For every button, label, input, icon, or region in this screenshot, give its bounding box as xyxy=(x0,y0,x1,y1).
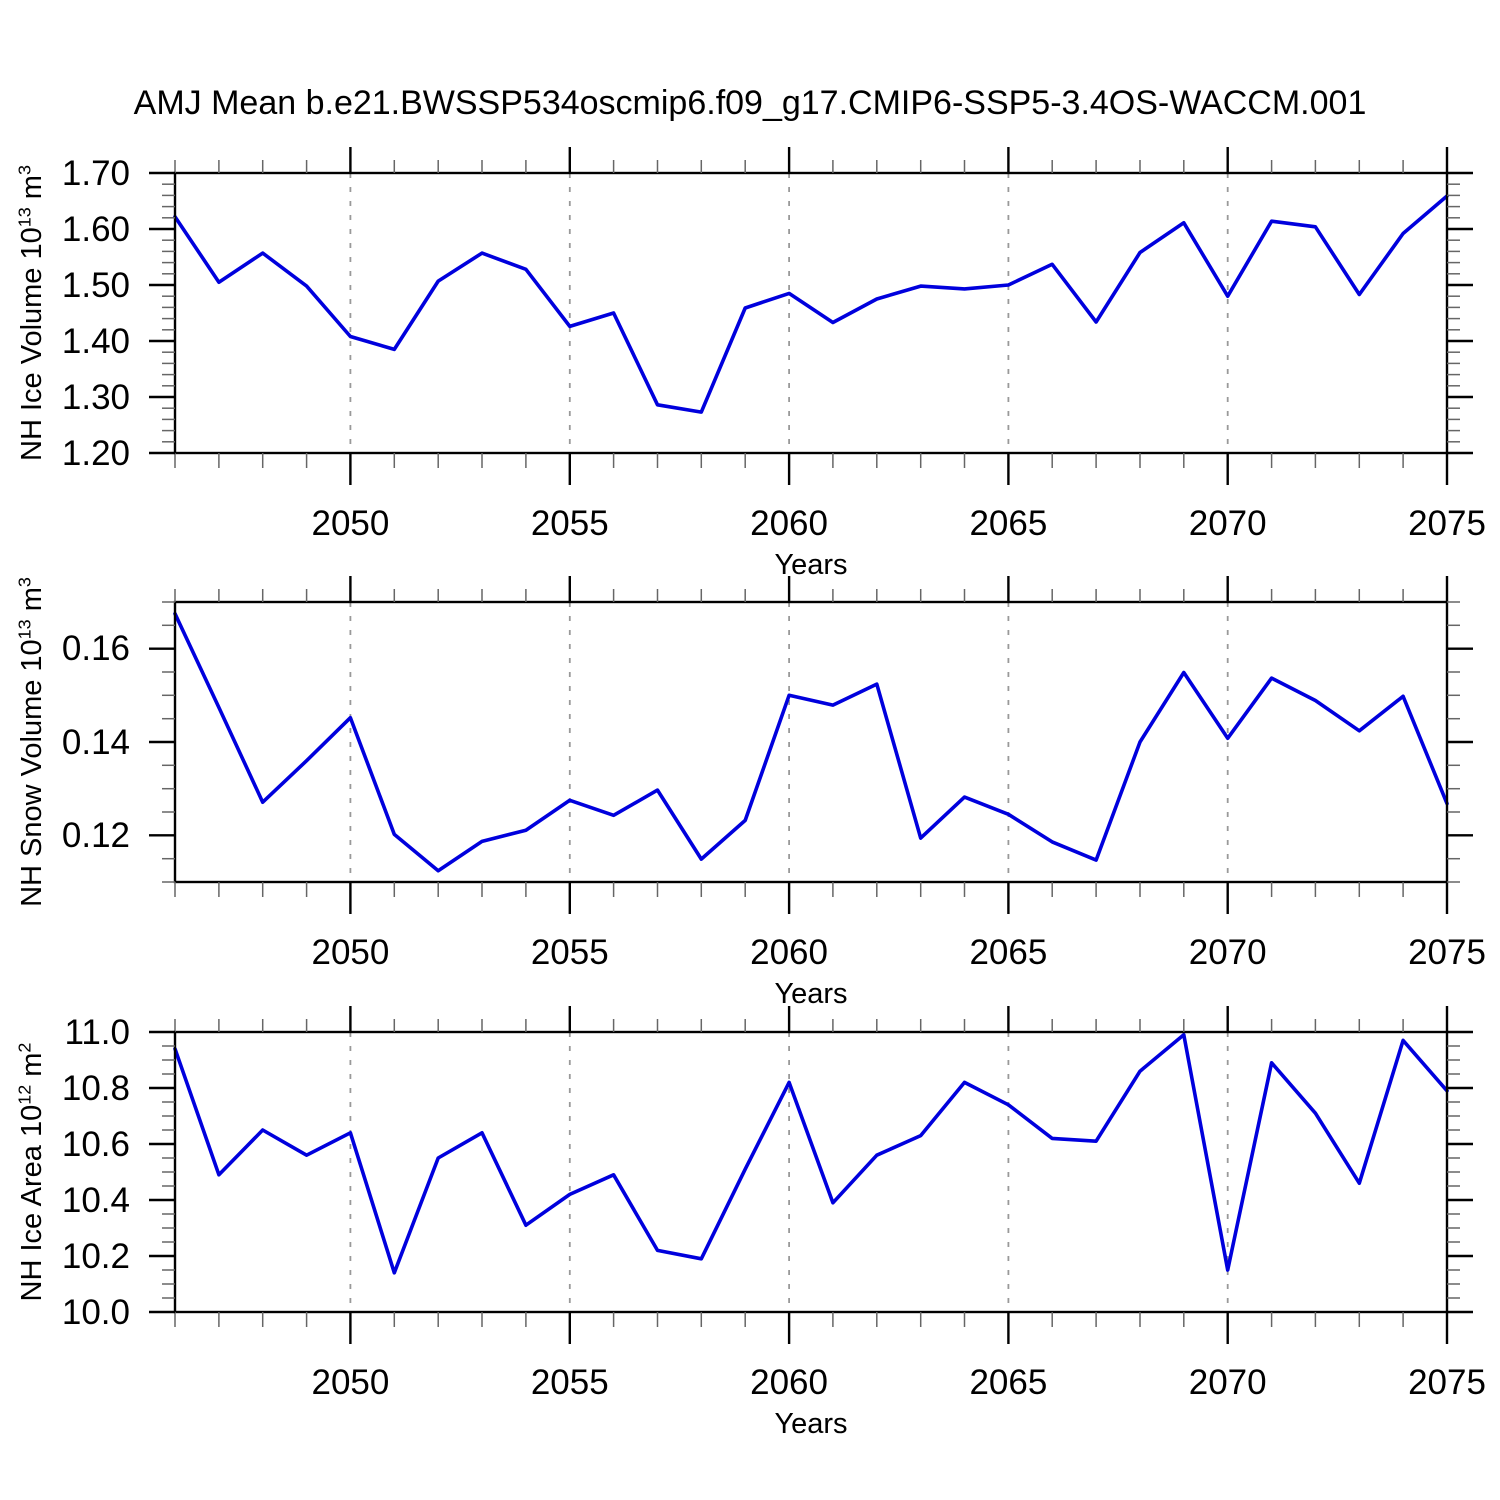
y-tick-label: 10.0 xyxy=(61,1292,130,1332)
x-axis-title: Years xyxy=(774,978,848,1010)
y-tick-label: 11.0 xyxy=(64,1012,130,1052)
x-tick-label: 2070 xyxy=(1188,1363,1267,1402)
y-tick-label: 0.12 xyxy=(61,815,130,855)
y-axis-label-unit: m xyxy=(16,587,48,620)
y-tick-label: 10.4 xyxy=(61,1180,130,1220)
x-tick-label: 2065 xyxy=(969,504,1048,543)
y-tick-label: 1.60 xyxy=(61,209,130,249)
x-tick-label: 2050 xyxy=(311,933,390,972)
x-tick-label: 2050 xyxy=(311,504,390,543)
series-line-nh-snow-volume xyxy=(173,611,1449,873)
x-tick-label: 2075 xyxy=(1408,1363,1486,1402)
y-axis-label-unit-exponent: 3 xyxy=(14,577,35,588)
x-tick-label: 2055 xyxy=(530,504,609,543)
x-tick-label: 2055 xyxy=(530,1363,609,1402)
series-line-nh-ice-area xyxy=(173,1033,1449,1275)
y-tick-label: 1.40 xyxy=(61,321,130,361)
x-tick-label: 2075 xyxy=(1408,504,1486,543)
x-tick-label: 2070 xyxy=(1188,933,1267,972)
y-tick-label: 1.50 xyxy=(61,265,130,305)
y-tick-label: 10.2 xyxy=(61,1236,130,1276)
y-tick-label: 0.16 xyxy=(61,629,130,669)
x-tick-label: 2070 xyxy=(1188,504,1267,543)
chart-title: AMJ Mean b.e21.BWSSP534oscmip6.f09_g17.C… xyxy=(133,84,1367,122)
x-tick-label: 2075 xyxy=(1408,933,1486,972)
x-tick-label: 2065 xyxy=(969,1363,1048,1402)
x-tick-label: 2060 xyxy=(750,504,828,543)
plot-frame xyxy=(173,600,1449,884)
x-tick-label: 2065 xyxy=(969,933,1048,972)
x-tick-label: 2060 xyxy=(750,1363,828,1402)
x-tick-label: 2050 xyxy=(311,1363,390,1402)
y-tick-label: 0.14 xyxy=(61,722,130,762)
x-tick-label: 2060 xyxy=(750,933,828,972)
y-tick-label: 1.30 xyxy=(61,377,130,417)
series-line-nh-ice-volume xyxy=(173,194,1449,414)
plot-frame xyxy=(173,1030,1449,1314)
x-axis-title: Years xyxy=(774,1408,848,1440)
plot-frame xyxy=(173,171,1449,455)
x-axis-title: Years xyxy=(774,549,848,581)
y-tick-label: 10.6 xyxy=(61,1124,130,1164)
y-tick-label: 1.20 xyxy=(61,433,130,473)
y-tick-label: 10.8 xyxy=(61,1068,130,1108)
y-axis-label-text: NH Snow Volume 10 xyxy=(16,639,48,907)
x-tick-label: 2055 xyxy=(530,933,609,972)
y-tick-label: 1.70 xyxy=(61,153,130,193)
